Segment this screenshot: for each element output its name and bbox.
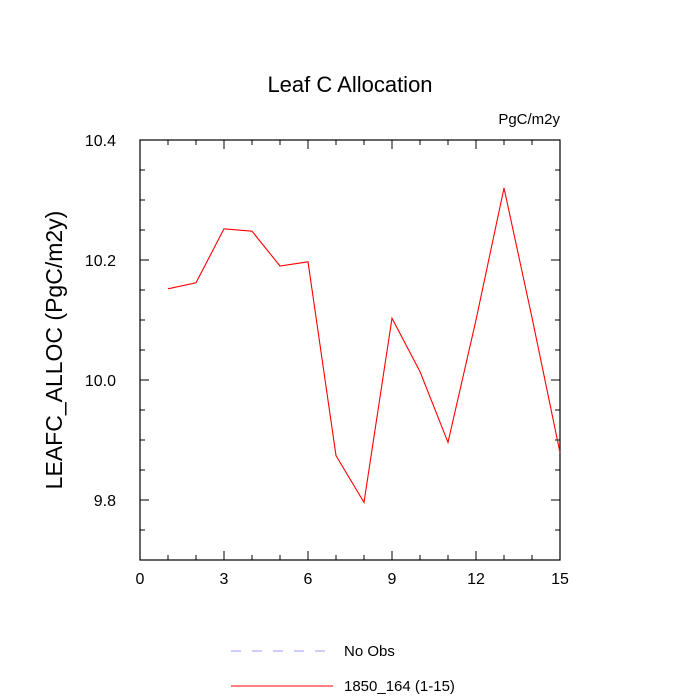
y-tick-label: 10.0 xyxy=(85,373,116,390)
x-tick-label: 9 xyxy=(388,571,397,588)
axis-ticks: 0 3 6 9 12 15 9.8 10.0 10.2 10.4 xyxy=(85,133,569,588)
data-point xyxy=(251,230,254,233)
legend-label: No Obs xyxy=(344,643,395,660)
units-label: PgC/m2y xyxy=(498,111,560,128)
data-point xyxy=(475,319,478,322)
chart-title: Leaf C Allocation xyxy=(267,72,432,97)
data-point xyxy=(195,281,198,284)
x-tick-label: 6 xyxy=(304,571,313,588)
data-point xyxy=(363,501,366,504)
data-point xyxy=(223,227,226,230)
series-line xyxy=(167,187,561,504)
data-point xyxy=(503,187,506,190)
legend-label: 1850_164 (1-15) xyxy=(344,678,455,695)
plot-frame xyxy=(139,139,561,561)
data-point xyxy=(307,260,310,263)
data-point xyxy=(559,451,562,454)
data-point xyxy=(335,454,338,457)
data-point xyxy=(447,441,450,444)
y-tick-label: 10.4 xyxy=(85,133,116,150)
data-point xyxy=(167,287,170,290)
x-tick-label: 0 xyxy=(136,571,145,588)
y-tick-label: 9.8 xyxy=(94,493,116,510)
legend: No Obs 1850_164 (1-15) xyxy=(231,643,455,695)
data-point xyxy=(419,370,422,373)
data-point xyxy=(279,265,282,268)
data-point xyxy=(531,316,534,319)
y-axis-label: LEAFC_ALLOC (PgC/m2y) xyxy=(41,211,67,490)
data-point xyxy=(391,317,394,320)
y-tick-label: 10.2 xyxy=(85,253,116,270)
series-layer xyxy=(167,187,562,504)
x-tick-label: 3 xyxy=(220,571,229,588)
x-tick-label: 12 xyxy=(467,571,485,588)
x-tick-label: 15 xyxy=(551,571,569,588)
